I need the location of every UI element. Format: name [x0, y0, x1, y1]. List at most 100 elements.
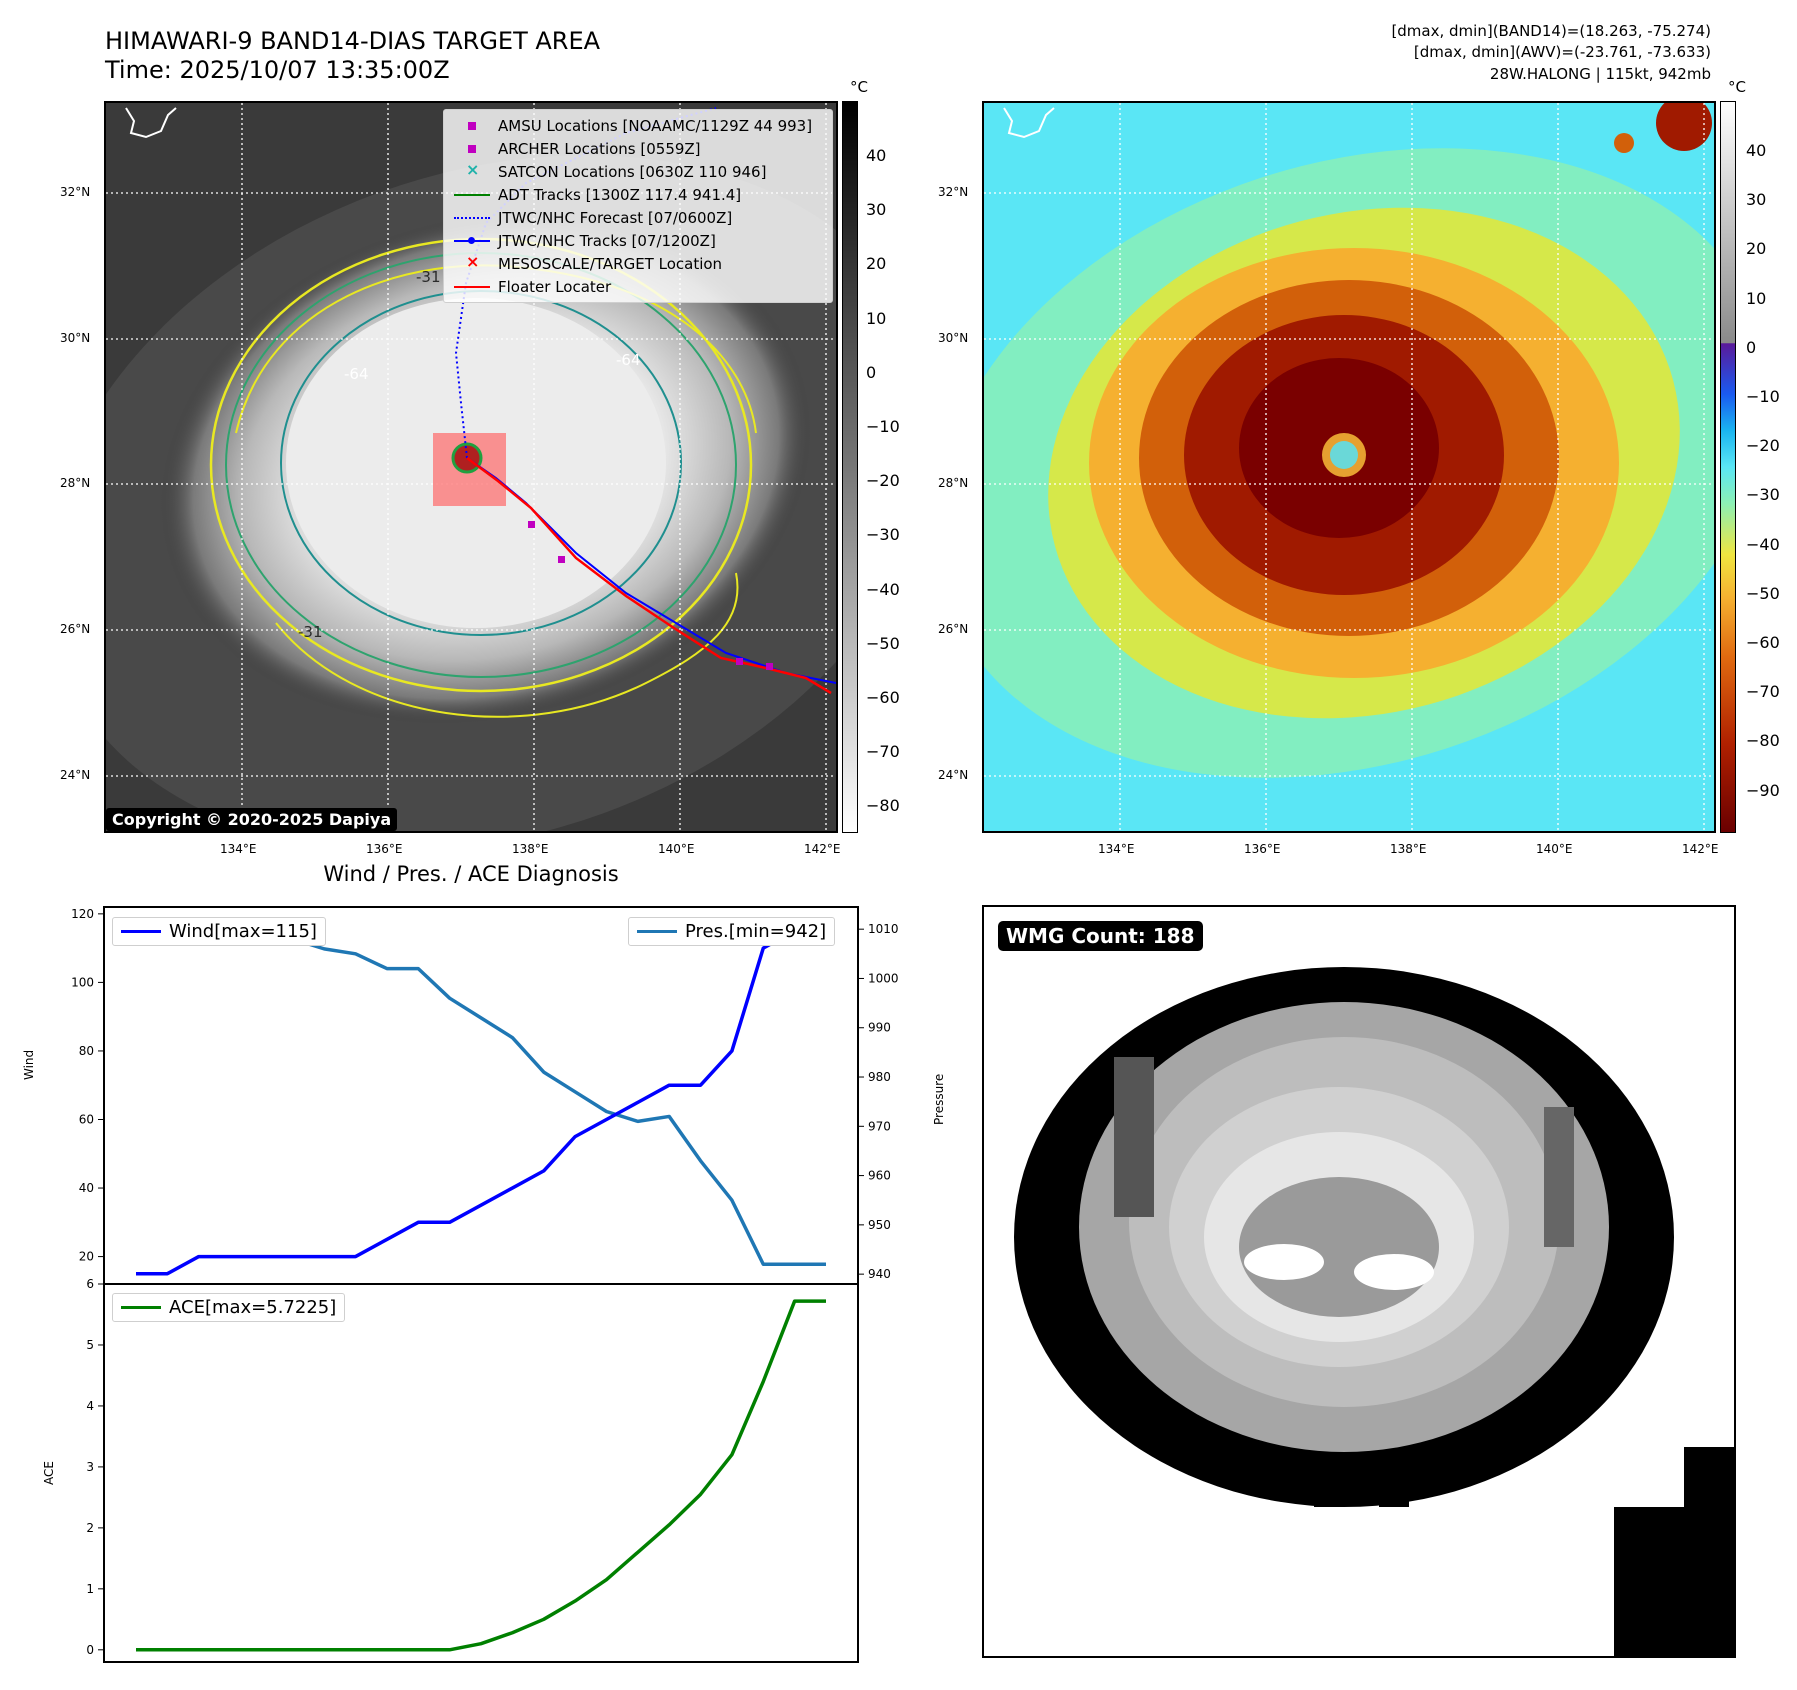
- colorbar-tick-label: −20: [866, 471, 900, 491]
- colorbar-tick-label: −10: [1746, 387, 1780, 406]
- info-line-1: [dmax, dmin](BAND14)=(18.263, -75.274): [1391, 22, 1711, 40]
- awv-imagery: [984, 103, 1714, 831]
- lon-label: 142°E: [804, 842, 841, 856]
- pressure-series-line: [136, 927, 826, 1267]
- ace-series-line: [136, 1299, 826, 1652]
- lat-label: 32°N: [60, 185, 91, 199]
- legend-item: Floater Locater: [452, 275, 824, 298]
- legend-item: ARCHER Locations [0559Z]: [452, 137, 824, 160]
- colorbar-tick-label: −50: [1746, 583, 1780, 603]
- contour-label-3: -31: [416, 268, 441, 286]
- legend-label: JTWC/NHC Tracks [07/1200Z]: [498, 231, 716, 250]
- pressure-tick-label: 950: [868, 1218, 891, 1232]
- lon-label: 142°E: [1682, 842, 1719, 856]
- map-legend: AMSU Locations [NOAAMC/1129Z 44 993] ARC…: [443, 109, 833, 303]
- ace-tick-label: 2: [86, 1521, 94, 1535]
- legend-label: SATCON Locations [0630Z 110 946]: [498, 162, 767, 181]
- colorbar-tick-label: −70: [1746, 682, 1780, 702]
- lat-label: 28°N: [938, 476, 969, 490]
- lat-label: 32°N: [938, 185, 969, 199]
- wind-legend-swatch: [121, 930, 161, 933]
- lon-label: 136°E: [366, 842, 403, 856]
- colorbar-tick-label: 30: [1746, 190, 1767, 210]
- wind-tick-label: 120: [71, 907, 94, 921]
- colorbar-tick-label: 0: [866, 362, 877, 382]
- lat-label: 28°N: [60, 476, 91, 490]
- colorbar-tick-label: −40: [866, 579, 900, 599]
- lon-label: 136°E: [1244, 842, 1281, 856]
- ace-frame: [103, 1283, 859, 1663]
- ace-axis-label: ACE: [42, 1461, 56, 1485]
- legend-label: Floater Locater: [498, 277, 612, 296]
- chart-time: Time: 2025/10/07 13:35:00Z: [105, 56, 450, 84]
- ace-legend: ACE[max=5.7225]: [112, 1293, 346, 1322]
- colorbar-band14: [842, 101, 858, 833]
- lon-label: 140°E: [1536, 842, 1573, 856]
- wind-legend: Wind[max=115]: [112, 917, 326, 946]
- colorbar-tick-label: −20: [1746, 436, 1780, 456]
- colorbar-tick-label: −80: [1746, 731, 1780, 751]
- colorbar-tick-label: −60: [866, 688, 900, 707]
- legend-label: JTWC/NHC Forecast [07/0600Z]: [498, 208, 733, 227]
- pressure-tick-label: 970: [868, 1119, 891, 1133]
- pressure-tick-label: 990: [868, 1021, 891, 1035]
- lon-label: 134°E: [1098, 842, 1135, 856]
- diagnosis-chart: 2040608010012094095096097098099010001010…: [71, 906, 899, 1663]
- colorbar-tick-label: −40: [1746, 534, 1780, 554]
- ace-tick-label: 6: [86, 1277, 94, 1291]
- ace-tick-label: 0: [86, 1643, 94, 1657]
- info-line-2: [dmax, dmin](AWV)=(-23.761, -73.633): [1413, 43, 1711, 61]
- chart-title: HIMAWARI-9 BAND14-DIAS TARGET AREA: [105, 27, 601, 55]
- colorbar-awv: [1720, 101, 1736, 833]
- contour-label-2: -64: [344, 365, 369, 383]
- lon-label: 138°E: [512, 842, 549, 856]
- wind-axis-label: Wind: [22, 1049, 36, 1080]
- contour-label-1: -64: [616, 351, 641, 369]
- ace-tick-label: 4: [86, 1399, 94, 1413]
- legend-item: ADT Tracks [1300Z 117.4 941.4]: [452, 183, 824, 206]
- ace-legend-swatch: [121, 1306, 161, 1309]
- ace-legend-label: ACE[max=5.7225]: [169, 1297, 337, 1318]
- wmg-count-badge: WMG Count: 188: [998, 921, 1203, 951]
- pressure-tick-label: 1000: [868, 971, 899, 985]
- pressure-legend: Pres.[min=942]: [628, 917, 836, 946]
- colorbar-tick-label: 30: [866, 200, 887, 220]
- wind-tick-label: 60: [79, 1112, 94, 1126]
- lat-label: 30°N: [60, 331, 91, 345]
- colorbar-tick-label: −30: [866, 525, 900, 545]
- legend-item: × MESOSCALE/TARGET Location: [466, 251, 723, 273]
- band14-map: -64 -64 -31 -31 AMSU Locations [NOAAMC/1…: [104, 101, 838, 833]
- wmg-panel: WMG Count: 188: [982, 905, 1736, 1658]
- colorbar-tick-label: 40: [1746, 141, 1767, 160]
- pressure-tick-label: 1010: [868, 922, 899, 936]
- colorbar-tick-label: 40: [866, 146, 887, 165]
- pressure-legend-label: Pres.[min=942]: [685, 921, 827, 942]
- pressure-legend-swatch: [637, 930, 677, 933]
- colorbar-unit: °C: [1728, 78, 1746, 96]
- colorbar-tick-label: −60: [1746, 633, 1780, 652]
- wind-tick-label: 40: [79, 1181, 94, 1195]
- wind-legend-label: Wind[max=115]: [169, 921, 317, 942]
- wind-tick-label: 100: [71, 975, 94, 989]
- lat-label: 26°N: [60, 622, 91, 636]
- colorbar-tick-label: 20: [866, 254, 887, 274]
- lat-label: 30°N: [938, 331, 969, 345]
- pressure-tick-label: 960: [868, 1169, 891, 1183]
- pressure-tick-label: 980: [868, 1070, 891, 1084]
- lat-label: 24°N: [60, 768, 91, 782]
- legend-label: AMSU Locations [NOAAMC/1129Z 44 993]: [498, 116, 813, 135]
- legend-item: JTWC/NHC Forecast [07/0600Z]: [452, 206, 824, 229]
- info-line-3: 28W.HALONG | 115kt, 942mb: [1489, 65, 1711, 83]
- legend-label: MESOSCALE/TARGET Location: [498, 254, 723, 273]
- colorbar-tick-label: −90: [1746, 780, 1780, 800]
- colorbar-tick-label: 0: [1746, 337, 1757, 357]
- colorbar-tick-label: −10: [866, 417, 900, 436]
- legend-item: AMSU Locations [NOAAMC/1129Z 44 993]: [452, 114, 824, 137]
- legend-label: ARCHER Locations [0559Z]: [498, 139, 701, 158]
- lon-label: 140°E: [658, 842, 695, 856]
- ace-tick-label: 1: [86, 1582, 94, 1596]
- pressure-axis-label: Pressure: [932, 1073, 946, 1125]
- colorbar-tick-label: 10: [866, 308, 887, 328]
- lat-label: 26°N: [938, 622, 969, 636]
- ace-tick-label: 3: [86, 1460, 94, 1474]
